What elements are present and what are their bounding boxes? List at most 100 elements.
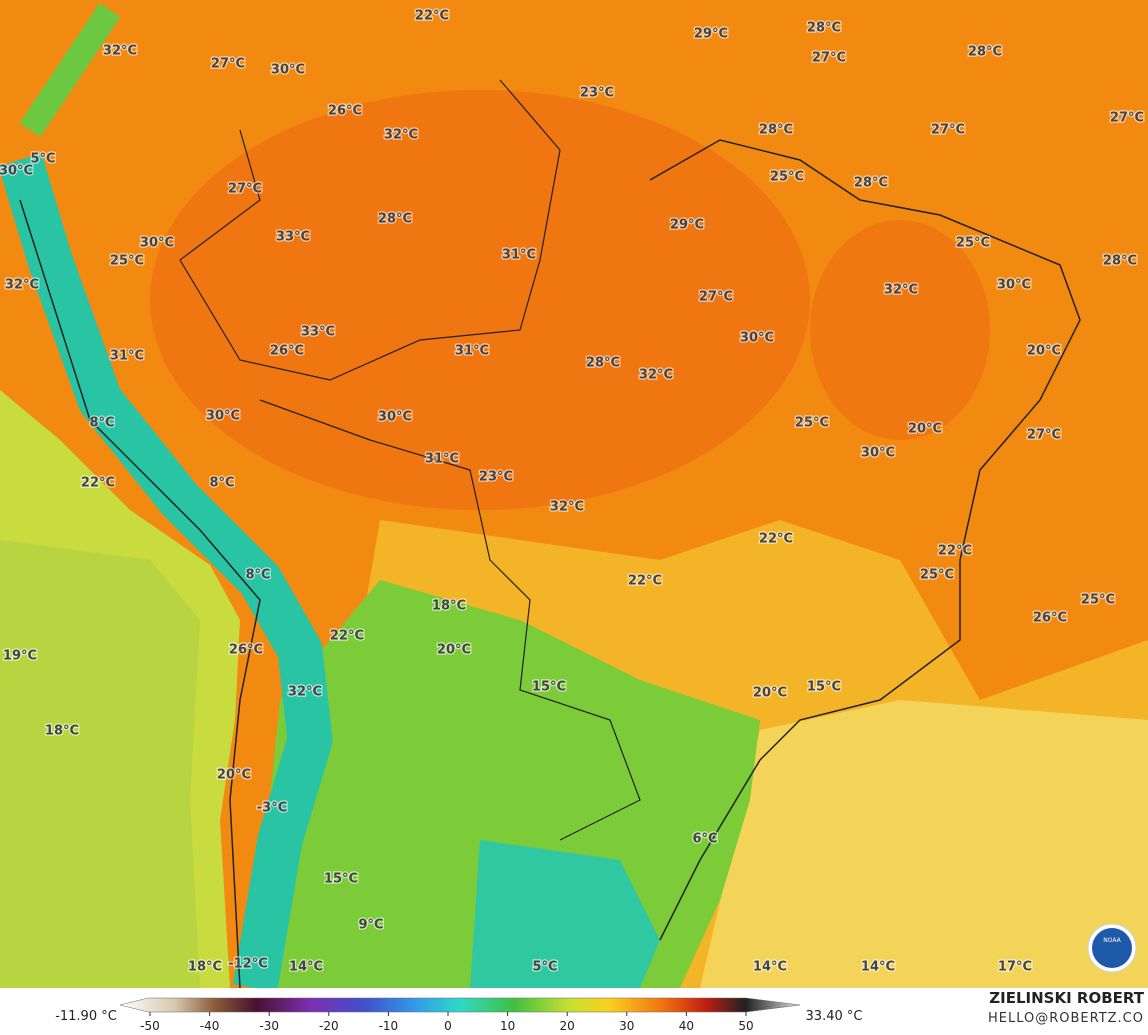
temperature-label: 18°C — [188, 960, 222, 975]
temperature-label: 27°C — [699, 290, 733, 305]
temperature-label: 28°C — [1103, 254, 1137, 269]
temperature-label: 20°C — [908, 422, 942, 437]
logo-text: NOAA — [1103, 937, 1121, 944]
temperature-label: 28°C — [586, 356, 620, 371]
temperature-label: 15°C — [532, 680, 566, 695]
temperature-label: 31°C — [502, 248, 536, 263]
colorbar-tick-label: -10 — [379, 1019, 399, 1033]
southern-teal — [470, 840, 660, 988]
colorbar-max: 33.40 °C — [806, 1009, 863, 1024]
temperature-label: 20°C — [437, 643, 471, 658]
colorbar-tick-label: -50 — [140, 1019, 160, 1033]
andes — [0, 153, 333, 992]
temperature-label: 23°C — [479, 470, 513, 485]
atlantic-cool — [700, 700, 1148, 988]
temperature-label: 30°C — [997, 278, 1031, 293]
temperature-label: 31°C — [110, 349, 144, 364]
temperature-label: 26°C — [229, 643, 263, 658]
temperature-label: 14°C — [289, 960, 323, 975]
temperature-label: 27°C — [228, 182, 262, 197]
temperature-label: 9°C — [358, 918, 383, 933]
colorbar-tick-label: -20 — [319, 1019, 339, 1033]
credit-email: HELLO@ROBERTZ.CO — [988, 1011, 1144, 1026]
credit-author: ZIELINSKI ROBERT — [989, 989, 1144, 1007]
temperature-label: 5°C — [532, 960, 557, 975]
temperature-label: 32°C — [103, 44, 137, 59]
temperature-label: 28°C — [854, 176, 888, 191]
temperature-label: 8°C — [89, 416, 114, 431]
temperature-label: 32°C — [884, 283, 918, 298]
temperature-label: 31°C — [425, 452, 459, 467]
temperature-label: 25°C — [956, 236, 990, 251]
temperature-label: 25°C — [920, 568, 954, 583]
colorbar-min: -11.90 °C — [55, 1009, 117, 1024]
temperature-label: 32°C — [384, 128, 418, 143]
temperature-label: 28°C — [378, 212, 412, 227]
coastline — [649, 139, 1081, 941]
temperature-label: 32°C — [550, 500, 584, 515]
temperature-label: 14°C — [861, 960, 895, 975]
temperature-label: 19°C — [3, 649, 37, 664]
temperature-label: 20°C — [217, 768, 251, 783]
temperature-label: 17°C — [998, 960, 1032, 975]
temperature-label: 30°C — [206, 409, 240, 424]
temperature-label: 14°C — [753, 960, 787, 975]
andes — [19, 3, 121, 137]
colorbar-tick-label: -30 — [259, 1019, 279, 1033]
map — [0, 0, 1148, 992]
temperature-label: -3°C — [257, 801, 287, 816]
pacific-area — [0, 540, 200, 988]
temperature-label: 26°C — [1033, 611, 1067, 626]
temperature-label: 22°C — [330, 629, 364, 644]
logo-disc — [1092, 928, 1132, 968]
colorbar-tick-label: 40 — [679, 1019, 694, 1033]
temperature-label: 18°C — [432, 599, 466, 614]
border — [179, 79, 561, 381]
temperature-label: 30°C — [140, 236, 174, 251]
temperature-label: 29°C — [694, 27, 728, 42]
colorbar-tick-label: 20 — [560, 1019, 575, 1033]
temperature-label: 25°C — [110, 254, 144, 269]
temperature-label: 30°C — [271, 63, 305, 78]
temperature-label: 18°C — [45, 724, 79, 739]
temperature-label: 27°C — [1110, 111, 1144, 126]
temperature-label: 33°C — [301, 325, 335, 340]
temperature-label: -12°C — [228, 957, 268, 972]
temperature-label: 31°C — [455, 344, 489, 359]
temperature-label: 15°C — [807, 680, 841, 695]
temperature-label: 6°C — [692, 832, 717, 847]
colorbar-tick-label: -40 — [200, 1019, 220, 1033]
temperature-label: 22°C — [81, 476, 115, 491]
temperature-label: 32°C — [5, 278, 39, 293]
warm-area — [810, 220, 990, 440]
temperature-label: 28°C — [807, 21, 841, 36]
temperature-label: 32°C — [639, 368, 673, 383]
temperature-label: 25°C — [1081, 593, 1115, 608]
temperature-label: 28°C — [759, 123, 793, 138]
temperature-label: 26°C — [328, 104, 362, 119]
border — [259, 399, 641, 841]
temperature-label: 22°C — [759, 532, 793, 547]
temperature-label: 27°C — [812, 51, 846, 66]
colorbar-tick-label: 0 — [444, 1019, 452, 1033]
temperature-labels: 22°C 29°C 28°C 27°C 28°C 32°C 27°C 30°C 26°C 23°C… — [0, 7, 1145, 976]
colorbar-tick-label: 50 — [738, 1019, 753, 1033]
colorbar-tick-label: 30 — [619, 1019, 634, 1033]
temperature-label: 30°C — [0, 164, 33, 179]
coastline — [19, 199, 261, 989]
temperature-label: 25°C — [795, 416, 829, 431]
temperature-label: 23°C — [580, 86, 614, 101]
temperature-label: 28°C — [968, 45, 1002, 60]
colorbar-ticks: -50 -40 -30 -20 -10 0 10 20 30 40 50 — [140, 1012, 754, 1033]
temperature-label: 27°C — [931, 123, 965, 138]
temperature-label: 20°C — [753, 686, 787, 701]
temperature-label: 27°C — [1027, 428, 1061, 443]
warm-area — [150, 90, 810, 510]
temperature-label: 15°C — [324, 872, 358, 887]
temperature-label: 22°C — [628, 574, 662, 589]
colorbar-tick-label: 10 — [500, 1019, 515, 1033]
temperature-label: 32°C — [288, 685, 322, 700]
temperature-label: 30°C — [740, 331, 774, 346]
temperature-label: 30°C — [861, 446, 895, 461]
